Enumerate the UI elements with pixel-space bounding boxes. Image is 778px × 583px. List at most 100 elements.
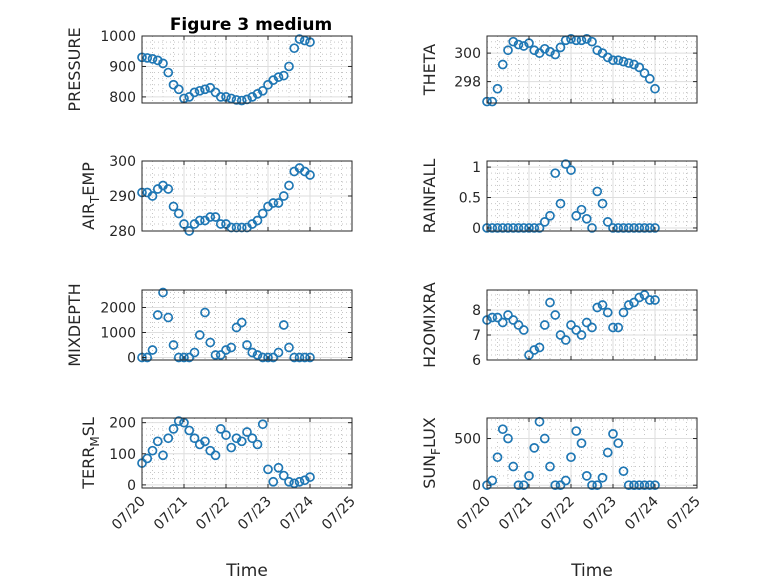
data-point — [163, 67, 174, 78]
data-point — [508, 223, 519, 233]
data-point — [608, 55, 618, 66]
series-points — [137, 34, 315, 106]
subplot-7: 0 100 200 07/20 07/21 07/22 07/23 07/24 07/25 Tim… — [79, 416, 359, 581]
y-tick-label: 1000 — [100, 29, 136, 45]
x-tick-label: 07/25 — [319, 494, 359, 534]
data-point — [508, 36, 519, 47]
y-axis-label: PRESSURE — [65, 27, 84, 111]
data-point — [487, 475, 498, 486]
data-point — [215, 424, 226, 434]
data-point — [210, 212, 221, 222]
data-point — [147, 53, 158, 64]
data-point — [587, 480, 597, 491]
y-tick-label: 0 — [472, 221, 481, 237]
x-axis-label: Time — [225, 561, 268, 581]
data-point — [158, 58, 168, 69]
data-point — [545, 461, 555, 472]
data-point — [623, 480, 634, 491]
data-point — [539, 320, 550, 330]
data-point — [210, 450, 221, 461]
data-point — [608, 223, 618, 233]
y-tick-label: 298 — [454, 75, 481, 91]
data-point — [650, 83, 660, 94]
x-tick-label: 07/22 — [538, 494, 578, 534]
data-point — [560, 159, 571, 169]
data-point — [650, 480, 660, 491]
y-tick-label: 500 — [454, 432, 481, 448]
data-point — [189, 433, 200, 444]
data-point — [257, 352, 268, 363]
data-point — [268, 198, 279, 208]
series-points — [137, 416, 315, 489]
data-point — [513, 39, 524, 50]
data-point — [618, 307, 629, 318]
data-point — [497, 317, 508, 328]
data-point — [571, 210, 582, 221]
data-point — [168, 424, 179, 434]
data-point — [497, 223, 508, 233]
data-point — [247, 347, 258, 358]
data-point — [555, 330, 566, 340]
y-tick-label: 1000 — [100, 326, 136, 342]
data-point — [560, 335, 571, 345]
data-point — [278, 470, 289, 481]
data-point — [147, 191, 158, 201]
data-point — [236, 317, 247, 328]
y-tick-label: 0 — [127, 351, 136, 367]
data-point — [587, 36, 597, 47]
axes-box — [141, 35, 353, 104]
data-point — [294, 476, 305, 487]
data-point — [487, 96, 498, 107]
data-point — [518, 41, 529, 51]
data-point — [142, 53, 153, 63]
data-point — [597, 198, 608, 209]
data-point — [179, 352, 189, 363]
axes-box — [141, 289, 353, 361]
y-tick-label: 300 — [109, 154, 136, 170]
data-point — [550, 168, 561, 179]
data-point — [639, 480, 650, 491]
data-point — [555, 42, 566, 53]
data-point — [236, 95, 247, 106]
subplot-5: 0 1000 2000 MIXDEPTH — [65, 283, 353, 367]
data-point — [173, 208, 184, 219]
data-point — [242, 340, 252, 350]
data-point — [305, 472, 315, 482]
data-point — [602, 307, 613, 318]
y-tick-label: 0 — [127, 478, 136, 494]
data-point — [252, 350, 263, 360]
data-point — [508, 315, 519, 325]
data-point — [550, 480, 561, 491]
data-point — [613, 438, 624, 449]
subplot-3: 280 290 300 AIRTEMP — [79, 154, 353, 240]
data-point — [294, 34, 305, 44]
data-point — [513, 320, 524, 330]
data-point — [602, 217, 613, 227]
data-point — [513, 223, 524, 233]
data-point — [299, 352, 310, 363]
data-point — [576, 204, 587, 215]
data-point — [221, 345, 231, 355]
y-tick-label: 8 — [472, 303, 481, 319]
x-tick-label: 07/24 — [277, 493, 317, 533]
x-tick-label: 07/24 — [622, 493, 662, 533]
subplot-1: 800 900 1000 PRESSURE — [65, 27, 353, 112]
data-point — [587, 322, 597, 333]
data-point — [487, 312, 498, 323]
data-point — [215, 350, 226, 360]
data-point — [257, 419, 268, 430]
data-point — [268, 476, 279, 487]
data-point — [644, 223, 655, 233]
data-point — [503, 223, 513, 233]
data-point — [566, 320, 576, 330]
data-point — [168, 201, 179, 212]
y-tick-label: 200 — [109, 416, 136, 432]
x-tick-label: 07/22 — [193, 494, 233, 534]
data-point — [576, 438, 587, 449]
data-point — [189, 87, 200, 98]
data-point — [608, 322, 618, 333]
x-tick-label: 07/20 — [454, 494, 494, 534]
data-point — [273, 198, 284, 208]
data-point — [597, 472, 608, 483]
